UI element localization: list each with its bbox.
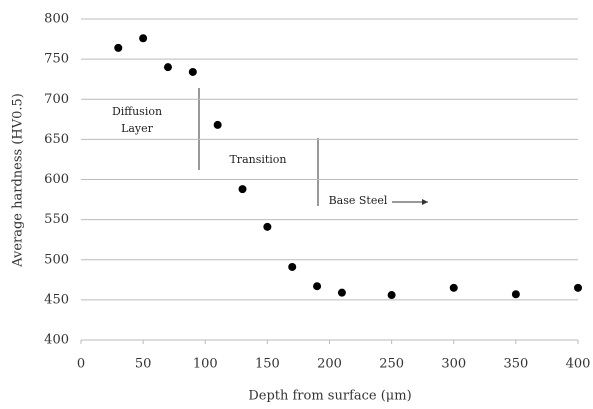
point (139, 34, 148, 43)
point (313, 282, 322, 291)
point (511, 290, 520, 299)
x-tick-label: 150 (255, 357, 280, 372)
x-tick-label: 300 (441, 357, 466, 372)
y-tick-label: 650 (44, 132, 69, 147)
x-tick-label: 50 (135, 357, 152, 372)
point (449, 283, 458, 292)
point (114, 43, 123, 52)
point (288, 262, 297, 271)
point (238, 185, 247, 194)
x-axis-label: Depth from surface (μm) (248, 389, 411, 404)
annotation: Layer (121, 122, 154, 135)
x-tick-label: 100 (193, 357, 218, 372)
annotation: Transition (229, 153, 286, 166)
y-tick-label: 550 (44, 212, 69, 227)
x-tick-label: 250 (379, 357, 404, 372)
y-tick-label: 450 (44, 292, 69, 307)
annotation: Diffusion (112, 105, 162, 118)
y-axis-label: Average hardness (HV0.5) (11, 93, 26, 268)
x-tick-label: 400 (566, 357, 591, 372)
annotation: Base Steel (329, 194, 388, 207)
y-tick-label: 600 (44, 172, 69, 187)
x-tick-label: 350 (503, 357, 528, 372)
arrow-head (422, 199, 428, 205)
point (387, 291, 396, 300)
point (213, 120, 222, 129)
point (163, 63, 172, 72)
y-tick-label: 800 (44, 12, 69, 27)
x-tick-label: 200 (317, 357, 342, 372)
y-tick-label: 750 (44, 52, 69, 67)
y-tick-label: 400 (44, 333, 69, 348)
point (188, 67, 197, 76)
y-tick-label: 700 (44, 92, 69, 107)
point (263, 222, 272, 231)
point (574, 283, 582, 292)
y-tick-label: 500 (44, 252, 69, 267)
x-tick-label: 0 (77, 357, 85, 372)
point (337, 288, 346, 297)
